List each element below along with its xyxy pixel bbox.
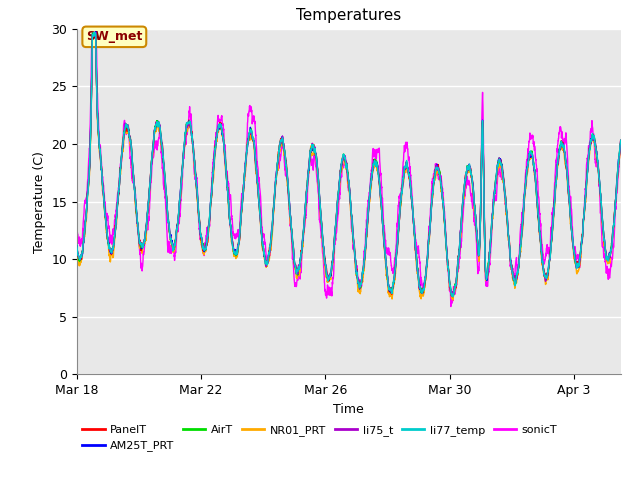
sonicT	[282, 173, 289, 179]
sonicT	[88, 26, 96, 32]
li75_t	[92, 30, 99, 36]
NR01_PRT	[90, 29, 97, 35]
li77_temp	[607, 251, 614, 256]
li77_temp	[305, 163, 313, 169]
Legend: PanelT, AM25T_PRT, AirT, NR01_PRT, li75_t, li77_temp, sonicT: PanelT, AM25T_PRT, AirT, NR01_PRT, li75_…	[83, 425, 557, 451]
Y-axis label: Temperature (C): Temperature (C)	[33, 151, 45, 252]
sonicT	[548, 221, 556, 227]
sonicT	[305, 167, 313, 173]
NR01_PRT	[617, 139, 625, 144]
li75_t	[448, 292, 456, 298]
AirT	[607, 250, 614, 256]
sonicT	[168, 251, 175, 256]
AM25T_PRT	[449, 293, 457, 299]
NR01_PRT	[168, 242, 175, 248]
Line: NR01_PRT: NR01_PRT	[77, 32, 621, 300]
li75_t	[617, 137, 625, 143]
PanelT	[89, 31, 97, 36]
sonicT	[607, 264, 614, 270]
sonicT	[135, 243, 143, 249]
X-axis label: Time: Time	[333, 403, 364, 416]
li75_t	[168, 238, 175, 244]
NR01_PRT	[282, 159, 289, 165]
PanelT	[607, 251, 614, 256]
li75_t	[548, 235, 556, 240]
AM25T_PRT	[168, 237, 175, 243]
li75_t	[135, 236, 143, 241]
AM25T_PRT	[282, 157, 289, 163]
PanelT	[168, 237, 175, 243]
AirT	[135, 235, 143, 241]
AM25T_PRT	[305, 163, 313, 168]
li75_t	[305, 160, 313, 166]
PanelT	[617, 137, 625, 143]
li77_temp	[617, 137, 625, 143]
PanelT	[282, 157, 289, 163]
li75_t	[282, 157, 289, 163]
AM25T_PRT	[548, 235, 556, 241]
NR01_PRT	[449, 297, 457, 303]
AirT	[282, 157, 289, 163]
AM25T_PRT	[135, 236, 143, 242]
AM25T_PRT	[607, 251, 614, 257]
AirT	[548, 234, 556, 240]
li77_temp	[548, 233, 556, 239]
li77_temp	[73, 242, 81, 248]
AirT	[73, 244, 81, 250]
AirT	[617, 139, 625, 144]
li77_temp	[90, 29, 98, 35]
li77_temp	[135, 234, 143, 240]
Line: PanelT: PanelT	[77, 34, 621, 297]
li77_temp	[449, 294, 457, 300]
sonicT	[73, 230, 81, 236]
Title: Temperatures: Temperatures	[296, 9, 401, 24]
sonicT	[617, 139, 625, 145]
AirT	[305, 162, 313, 168]
PanelT	[305, 163, 313, 169]
AM25T_PRT	[73, 243, 81, 249]
AM25T_PRT	[92, 29, 99, 35]
Line: li77_temp: li77_temp	[77, 32, 621, 297]
NR01_PRT	[135, 239, 143, 244]
PanelT	[73, 243, 81, 249]
NR01_PRT	[73, 246, 81, 252]
AirT	[168, 239, 175, 244]
Line: li75_t: li75_t	[77, 33, 621, 295]
AirT	[449, 293, 456, 299]
li75_t	[607, 248, 614, 253]
PanelT	[548, 235, 556, 241]
AM25T_PRT	[617, 139, 625, 144]
NR01_PRT	[548, 237, 556, 243]
li77_temp	[282, 159, 289, 165]
PanelT	[135, 232, 143, 238]
Line: AM25T_PRT: AM25T_PRT	[77, 32, 621, 296]
NR01_PRT	[607, 250, 614, 256]
Text: SW_met: SW_met	[86, 30, 143, 43]
li77_temp	[168, 240, 175, 246]
Line: AirT: AirT	[77, 33, 621, 296]
li75_t	[73, 244, 81, 250]
Line: sonicT: sonicT	[77, 29, 621, 307]
AirT	[89, 30, 97, 36]
NR01_PRT	[305, 164, 313, 169]
sonicT	[447, 304, 454, 310]
PanelT	[449, 294, 457, 300]
